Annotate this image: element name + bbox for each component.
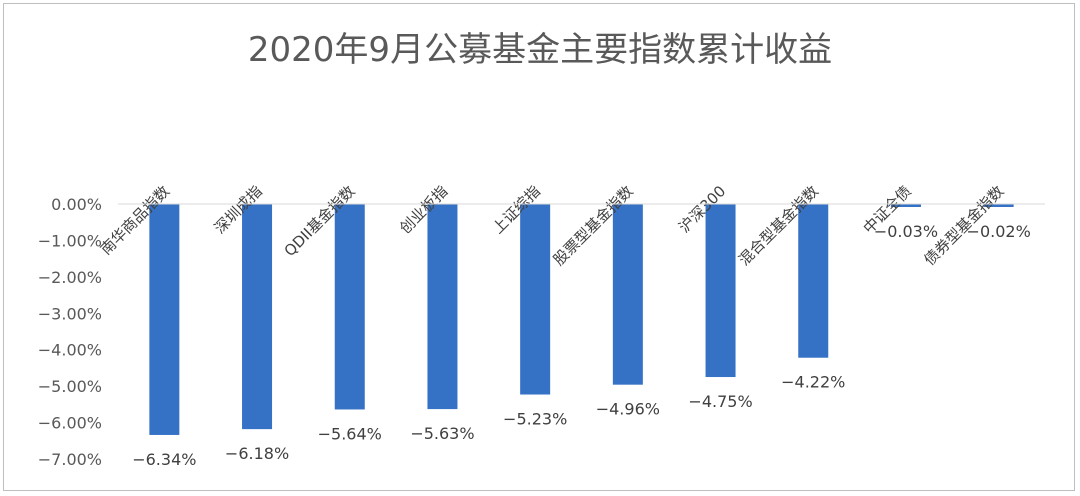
data-label: −5.63% (410, 424, 474, 443)
y-tick-label: −6.00% (38, 414, 102, 433)
y-tick-label: −3.00% (38, 304, 102, 323)
bar (520, 204, 551, 395)
data-label: −4.96% (596, 400, 660, 419)
bar (798, 204, 829, 358)
bar (705, 204, 736, 378)
data-label: −0.02% (967, 222, 1031, 241)
data-label: −4.22% (781, 373, 845, 392)
data-label: −5.23% (503, 410, 567, 429)
y-tick-label: −7.00% (38, 450, 102, 469)
chart-title: 2020年9月公募基金主要指数累计收益 (247, 30, 833, 70)
data-label: −0.03% (874, 222, 938, 241)
y-tick-label: 0.00% (51, 195, 102, 214)
data-label: −6.18% (225, 444, 289, 463)
bar (890, 204, 921, 207)
y-tick-label: −2.00% (38, 268, 102, 287)
bar (427, 204, 458, 410)
bar (242, 204, 273, 430)
bar (983, 204, 1014, 207)
data-label: −6.34% (132, 450, 196, 469)
bar (149, 204, 180, 435)
bar (334, 204, 365, 410)
data-label: −5.64% (318, 424, 382, 443)
bar (612, 204, 643, 385)
y-tick-label: −5.00% (38, 377, 102, 396)
y-tick-label: −1.00% (38, 231, 102, 250)
y-tick-label: −4.00% (38, 341, 102, 360)
data-label: −4.75% (688, 392, 752, 411)
